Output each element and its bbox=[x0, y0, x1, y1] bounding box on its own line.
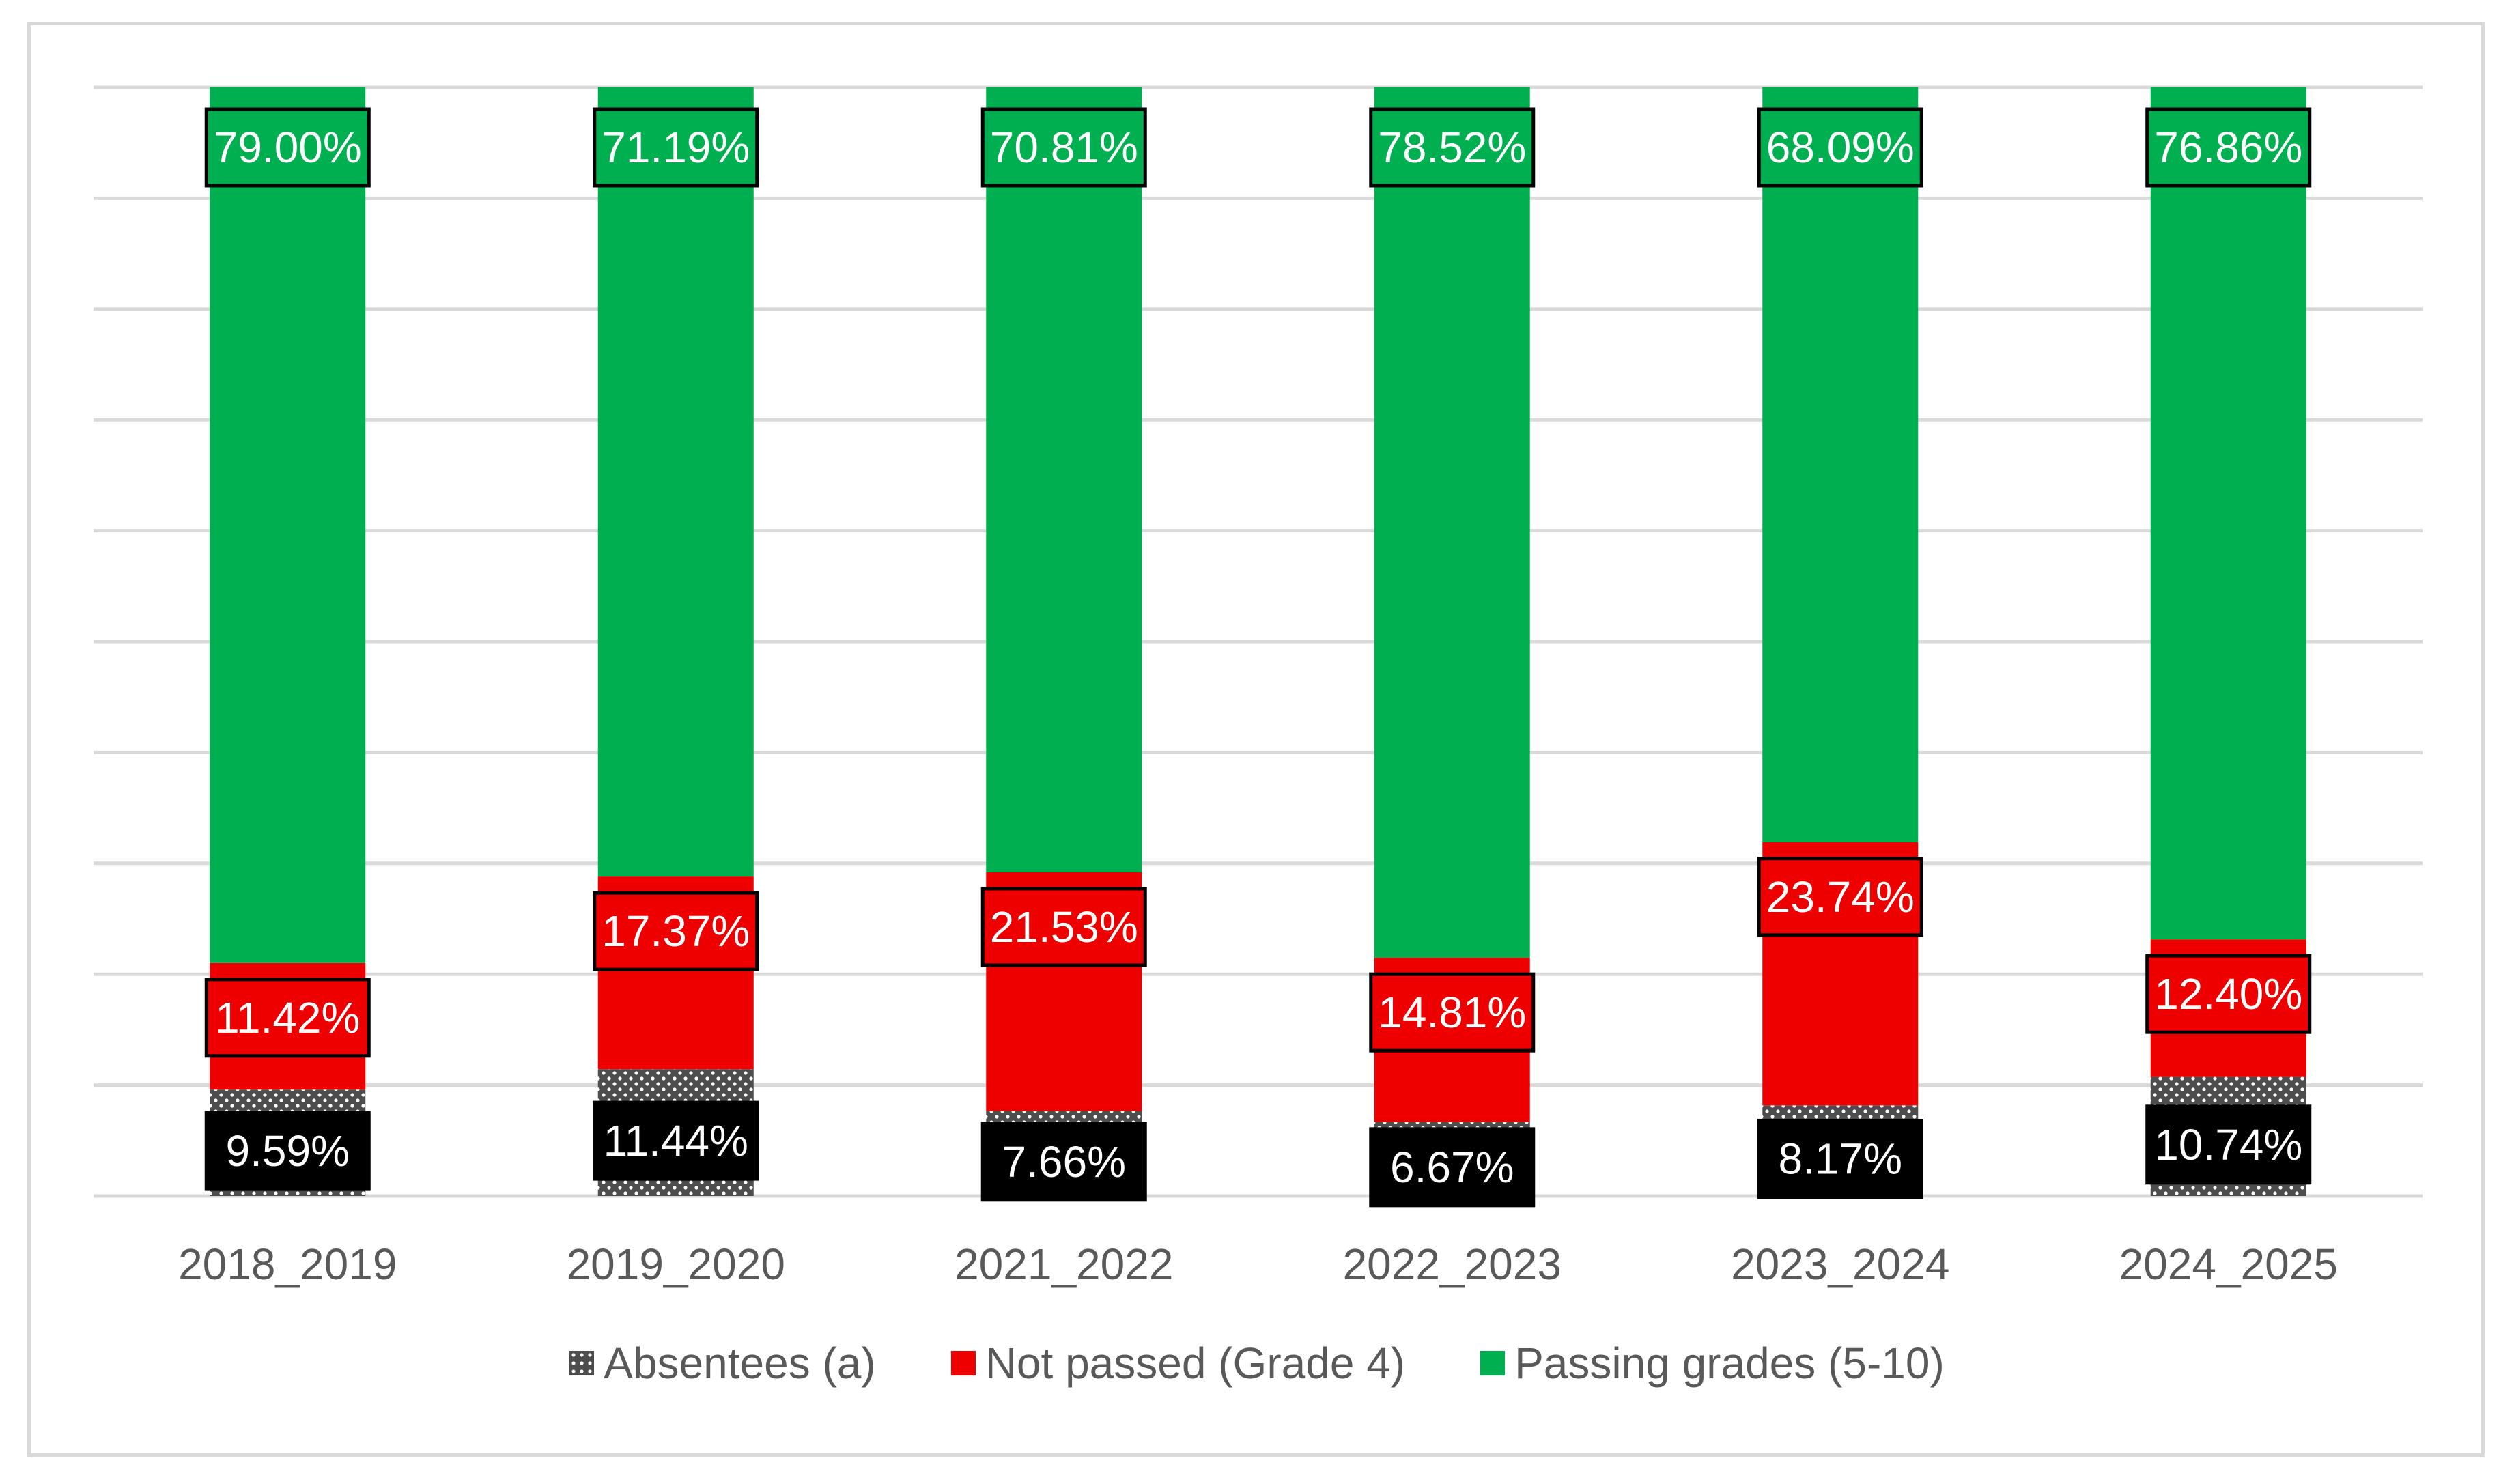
data-label-box-not-passed bbox=[1757, 857, 1923, 937]
data-label-not-passed: 11.42% bbox=[215, 993, 360, 1042]
legend: Absentees (a) Not passed (Grade 4) Passi… bbox=[0, 1338, 2514, 1388]
legend-item-absentees: Absentees (a) bbox=[569, 1338, 876, 1388]
data-label-box-absentees bbox=[1757, 1119, 1923, 1199]
data-label-box-absentees bbox=[204, 1111, 371, 1191]
legend-label-not-passed: Not passed (Grade 4) bbox=[985, 1339, 1406, 1388]
data-label-box-absentees bbox=[1369, 1127, 1536, 1208]
data-label-box-not-passed bbox=[1369, 972, 1536, 1053]
bar-segment-passing bbox=[597, 87, 754, 877]
x-tick-label: 2024_2025 bbox=[2119, 1240, 2338, 1289]
legend-swatch-not-passed bbox=[950, 1351, 976, 1375]
x-tick-label: 2018_2019 bbox=[178, 1240, 397, 1289]
data-label-absentees: 9.59% bbox=[226, 1126, 350, 1175]
data-label-absentees: 11.44% bbox=[604, 1116, 748, 1165]
legend-swatch-absentees bbox=[569, 1351, 595, 1375]
bar-segment-passing bbox=[210, 87, 366, 963]
x-tick-label: 2023_2024 bbox=[1731, 1240, 1949, 1289]
legend-item-passing: Passing grades (5-10) bbox=[1480, 1338, 1945, 1388]
data-label-box-passing bbox=[2145, 107, 2312, 188]
gridlines bbox=[94, 85, 2423, 1198]
data-label-box-not-passed bbox=[980, 887, 1147, 967]
x-tick-label: 2021_2022 bbox=[955, 1240, 1173, 1289]
data-label-box-absentees bbox=[2145, 1104, 2312, 1185]
x-tick-label: 2022_2023 bbox=[1343, 1240, 1562, 1289]
legend-item-not-passed: Not passed (Grade 4) bbox=[950, 1338, 1406, 1388]
data-label-passing: 79.00% bbox=[214, 123, 362, 172]
bar-segment-passing bbox=[2150, 87, 2306, 940]
data-label-absentees: 8.17% bbox=[1779, 1135, 1902, 1184]
chart-frame bbox=[27, 22, 2485, 1457]
data-label-box-absentees bbox=[593, 1100, 759, 1181]
data-label-absentees: 7.66% bbox=[1002, 1137, 1126, 1186]
data-label-passing: 70.81% bbox=[990, 123, 1138, 172]
data-label-box-absentees bbox=[980, 1122, 1147, 1202]
legend-label-absentees: Absentees (a) bbox=[604, 1339, 876, 1388]
data-labels: 9.59% 11.42% 79.00% 11.44% 17.37% 71.19% 7.66%… bbox=[204, 107, 2312, 1208]
data-label-box-not-passed bbox=[204, 978, 371, 1058]
bars bbox=[210, 87, 2306, 1196]
data-label-not-passed: 17.37% bbox=[602, 907, 750, 956]
data-label-not-passed: 23.74% bbox=[1766, 872, 1915, 922]
data-label-box-passing bbox=[593, 107, 759, 188]
data-label-not-passed: 21.53% bbox=[990, 902, 1138, 952]
data-label-box-not-passed bbox=[2145, 954, 2312, 1034]
legend-label-passing: Passing grades (5-10) bbox=[1514, 1339, 1945, 1388]
data-label-absentees: 10.74% bbox=[2154, 1120, 2302, 1169]
data-label-passing: 76.86% bbox=[2154, 123, 2302, 172]
data-label-box-not-passed bbox=[593, 891, 759, 971]
data-label-box-passing bbox=[1757, 107, 1923, 188]
data-label-passing: 78.52% bbox=[1378, 123, 1526, 172]
x-tick-label: 2019_2020 bbox=[567, 1240, 785, 1289]
bar-segment-passing bbox=[986, 87, 1142, 872]
data-label-box-passing bbox=[980, 107, 1147, 188]
legend-swatch-passing bbox=[1480, 1351, 1506, 1375]
bar-segment-passing bbox=[1374, 87, 1530, 958]
data-label-not-passed: 12.40% bbox=[2154, 969, 2302, 1018]
data-label-box-passing bbox=[1369, 107, 1536, 188]
data-label-absentees: 6.67% bbox=[1390, 1143, 1514, 1192]
bar-segment-passing bbox=[1762, 87, 1919, 842]
x-axis-tick-labels: 2018_2019 2019_2020 2021_2022 2022_2023 2023… bbox=[178, 1240, 2338, 1289]
data-label-passing: 68.09% bbox=[1766, 123, 1915, 172]
data-label-not-passed: 14.81% bbox=[1378, 988, 1526, 1037]
data-label-passing: 71.19% bbox=[602, 123, 750, 172]
data-label-box-passing bbox=[204, 107, 371, 188]
